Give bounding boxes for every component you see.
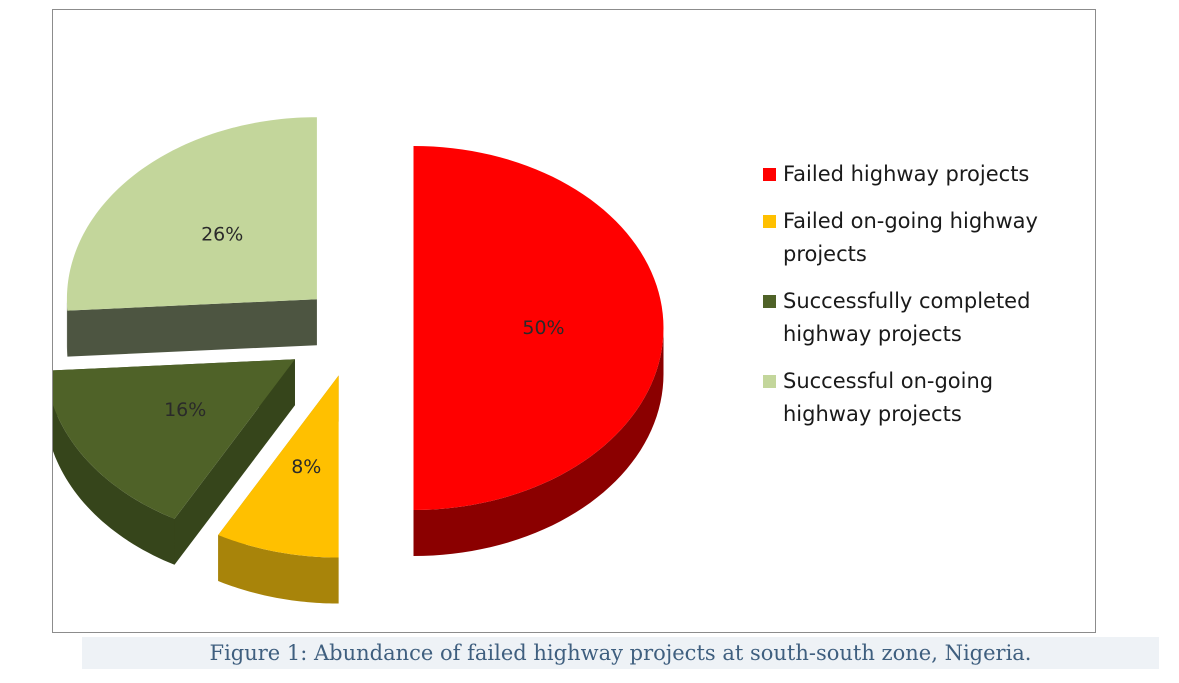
legend-item: Successfully completed highway projects: [763, 285, 1083, 351]
slice-1-top: [413, 146, 664, 510]
legend-label: Failed highway projects: [783, 162, 1030, 186]
legend-label: Successfully completed highway projects: [783, 289, 1031, 346]
slice-4-value-label: 26%: [201, 223, 243, 245]
legend-item: Failed highway projects: [763, 158, 1083, 191]
legend-label: Successful on-going highway projects: [783, 369, 994, 426]
caption-bar: Figure 1: Abundance of failed highway pr…: [82, 637, 1159, 669]
legend-label: Failed on-going highway projects: [783, 209, 1038, 266]
legend-swatch: [763, 215, 776, 228]
slice-4-top: [66, 117, 317, 311]
slice-1-outer-side: [413, 328, 664, 556]
slice-2-outer-side: [218, 535, 339, 604]
slice-3-value-label: 16%: [164, 399, 206, 421]
legend-swatch: [763, 168, 776, 181]
chart-frame: 50% 8% 16% 26% Failed highway projects Faile…: [52, 9, 1096, 633]
figure-caption: Figure 1: Abundance of failed highway pr…: [209, 641, 1032, 665]
legend-swatch: [763, 375, 776, 388]
slice-3-cut-face: [174, 359, 295, 565]
legend: Failed highway projects Failed on-going h…: [763, 158, 1083, 445]
pie-chart: 50% 8% 16% 26%: [53, 117, 664, 604]
slice-4-cut-face: [67, 299, 317, 357]
legend-swatch: [763, 295, 776, 308]
slice-2-value-label: 8%: [291, 456, 321, 478]
legend-item: Successful on-going highway projects: [763, 365, 1083, 431]
slice-1-value-label: 50%: [522, 317, 564, 339]
slice-3-outer-side: [53, 405, 175, 565]
slice-3-top: [53, 359, 295, 519]
legend-item: Failed on-going highway projects: [763, 205, 1083, 271]
slice-2-top: [218, 375, 339, 558]
